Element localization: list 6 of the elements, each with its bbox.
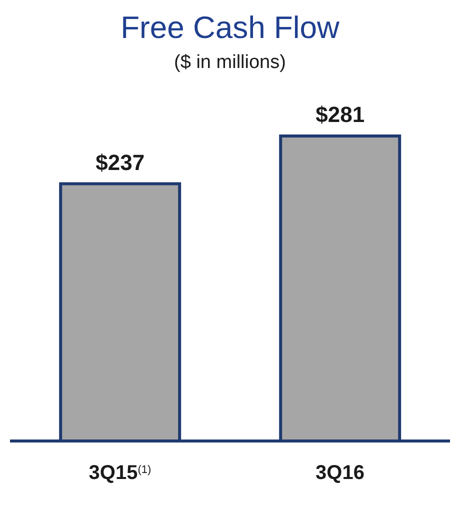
data-label: $237 [96, 150, 145, 175]
chart-subtitle: ($ in millions) [173, 51, 287, 75]
x-tick-label: 3Q15$^{(1)}$ [88, 462, 152, 484]
data-label: $281 [316, 102, 365, 127]
x-tick-label: 3Q16 [316, 462, 364, 484]
chart-title: Free Cash Flow [120, 10, 340, 46]
